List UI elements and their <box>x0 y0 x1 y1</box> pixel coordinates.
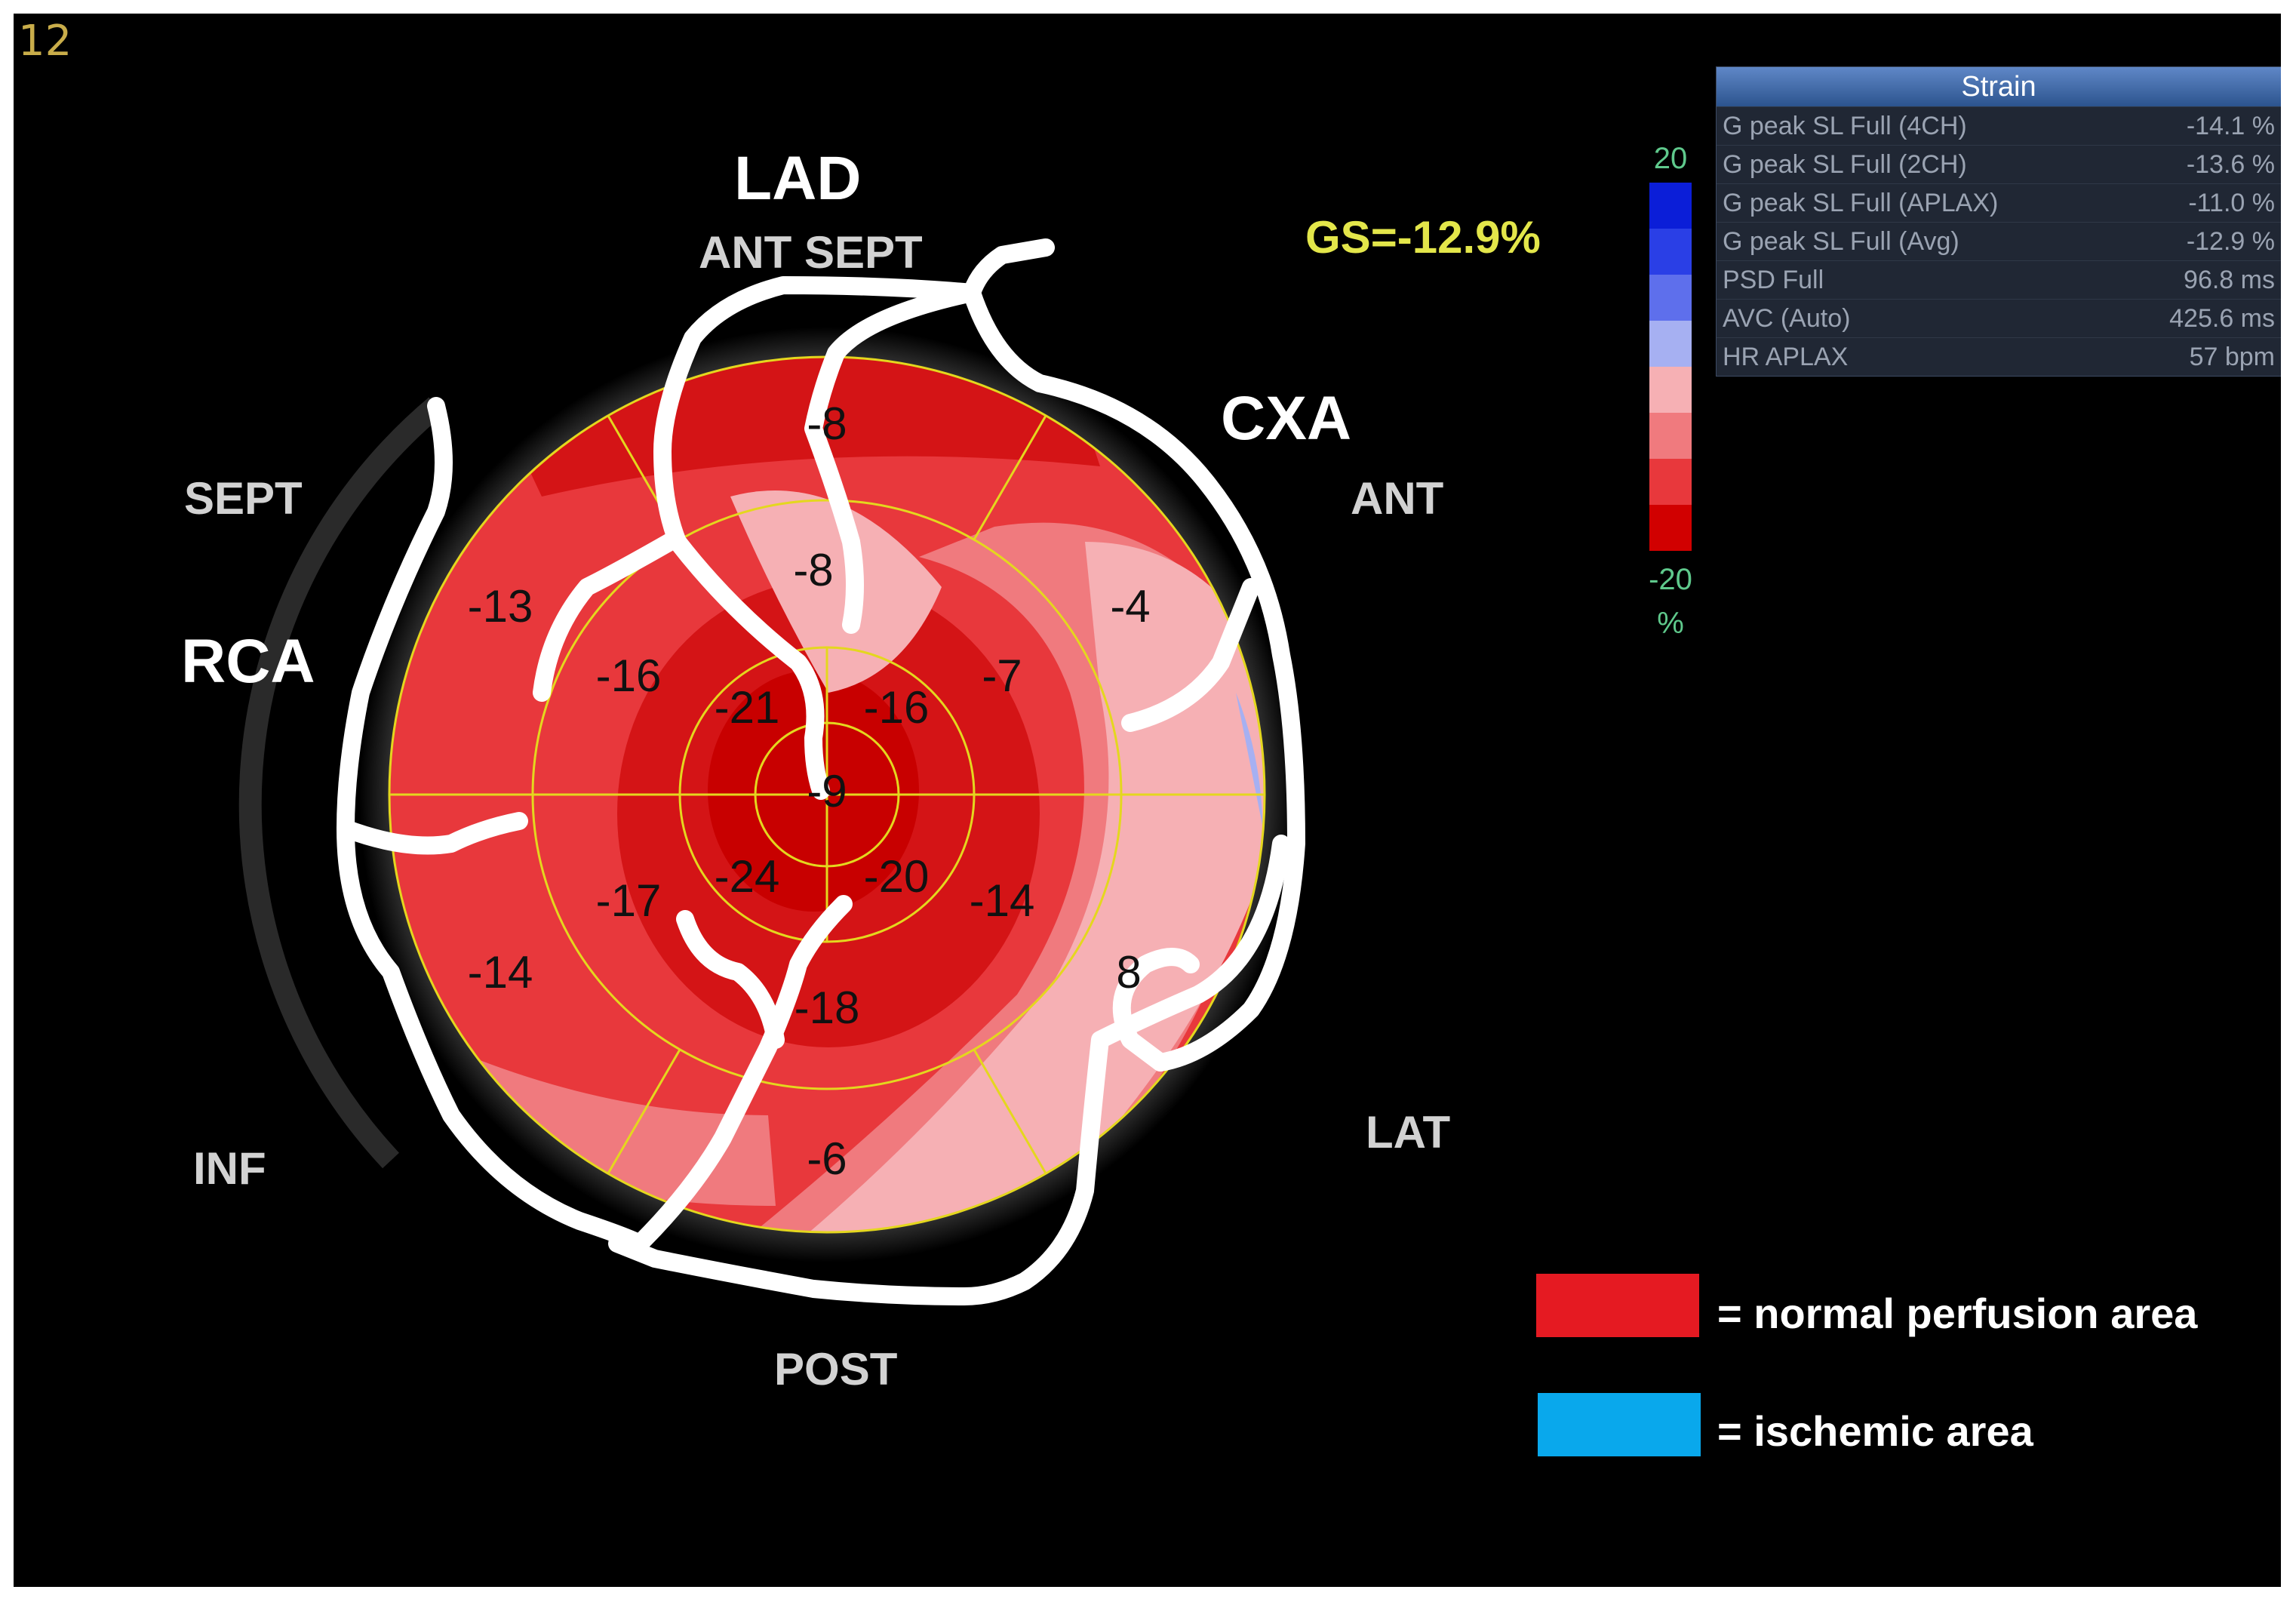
wall-label-sept: SEPT <box>184 473 303 524</box>
row-label: G peak SL Full (Avg) <box>1723 227 1959 256</box>
segment-value: -17 <box>596 875 662 926</box>
pda-branch <box>676 910 785 1049</box>
coronary-tracing <box>337 238 1305 1305</box>
lad-septal <box>533 533 679 702</box>
table-row: G peak SL Full (APLAX) -11.0 % <box>1717 183 2281 222</box>
artery-label-cxa: CXA <box>1221 384 1352 453</box>
row-value: 57 bpm <box>2189 343 2275 371</box>
pda-tracing <box>631 895 853 1253</box>
scale-unit-label: % <box>1657 607 1684 640</box>
row-label: G peak SL Full (APLAX) <box>1723 189 1999 217</box>
apex-value: -9 <box>807 766 847 816</box>
segment-value: -20 <box>864 851 930 902</box>
outer-ring-arc <box>238 397 444 1169</box>
row-value: 425.6 ms <box>2169 304 2275 333</box>
legend-swatch-normal <box>1536 1274 1699 1337</box>
row-value: -13.6 % <box>2186 150 2275 179</box>
lad-tracing <box>653 238 1055 800</box>
row-label: PSD Full <box>1723 266 1824 294</box>
color-scale-bar <box>1649 183 1692 551</box>
scale-step <box>1649 321 1692 367</box>
lad-diagonal <box>804 284 981 634</box>
wall-label-post: POST <box>774 1344 898 1394</box>
legend-swatch-ischemic <box>1538 1393 1701 1456</box>
segment-value: -6 <box>807 1133 847 1184</box>
wall-label-ant-sept: ANT SEPT <box>699 227 923 278</box>
segment-value: -13 <box>468 581 533 632</box>
segment-value: -21 <box>715 682 780 733</box>
segment-value: -16 <box>596 650 662 701</box>
bullseye-plot <box>238 238 1305 1305</box>
global-strain-label: GS=-12.9% <box>1305 212 1541 263</box>
scale-max-label: 20 <box>1653 142 1688 175</box>
wall-label-inf: INF <box>193 1143 266 1194</box>
artery-label-rca: RCA <box>181 627 315 696</box>
scale-step <box>1649 367 1692 413</box>
table-row: G peak SL Full (Avg) -12.9 % <box>1717 222 2281 260</box>
row-label: HR APLAX <box>1723 343 1849 371</box>
strain-table: Strain G peak SL Full (4CH) -14.1 % G pea… <box>1716 66 2281 377</box>
scale-step <box>1649 413 1692 459</box>
segment-value: -14 <box>970 875 1035 926</box>
scale-step <box>1649 229 1692 275</box>
row-value: 96.8 ms <box>2184 266 2275 294</box>
frame-number: 12 <box>18 17 72 66</box>
segment-value-layer: -8 -4 8 -6 -14 -13 -8 -7 -14 -18 -17 -16… <box>468 398 1151 1184</box>
table-row: HR APLAX 57 bpm <box>1717 337 2281 376</box>
strain-table-title: Strain <box>1717 67 2281 106</box>
table-row: AVC (Auto) 425.6 ms <box>1717 299 2281 337</box>
segment-value: -4 <box>1110 581 1150 632</box>
row-label: G peak SL Full (2CH) <box>1723 150 1967 179</box>
scale-step <box>1649 505 1692 551</box>
legend-label-ischemic: = ischemic area <box>1717 1407 2033 1455</box>
segment-value: -8 <box>807 398 847 449</box>
segment-value: -24 <box>715 851 780 902</box>
cxa-marginal <box>1121 578 1260 732</box>
segment-value: -7 <box>982 650 1022 701</box>
row-value: -14.1 % <box>2186 112 2275 140</box>
scale-min-label: -20 <box>1649 563 1692 596</box>
table-row: G peak SL Full (4CH) -14.1 % <box>1717 106 2281 145</box>
segment-value: 8 <box>1116 947 1141 998</box>
row-label: G peak SL Full (4CH) <box>1723 112 1967 140</box>
legend-label-normal: = normal perfusion area <box>1717 1290 2198 1337</box>
wall-label-ant: ANT <box>1351 473 1444 524</box>
scale-step <box>1649 275 1692 321</box>
table-row: G peak SL Full (2CH) -13.6 % <box>1717 145 2281 183</box>
row-label: AVC (Auto) <box>1723 304 1851 333</box>
rca-tracing <box>337 397 649 1253</box>
rca-branch <box>337 812 528 855</box>
segment-value: -16 <box>864 682 930 733</box>
segment-value: -18 <box>795 982 860 1033</box>
table-row: PSD Full 96.8 ms <box>1717 260 2281 299</box>
row-value: -11.0 % <box>2188 189 2275 217</box>
artery-label-lad: LAD <box>734 144 862 213</box>
row-value: -12.9 % <box>2186 227 2275 256</box>
scale-step <box>1649 183 1692 229</box>
wall-label-lat: LAT <box>1366 1107 1451 1158</box>
echo-strain-display: 12 LAD CXA RCA ANT SEPT ANT SEPT LAT INF… <box>14 14 2281 1587</box>
cxa-posterior <box>608 835 1290 1305</box>
scale-step <box>1649 459 1692 505</box>
segment-value: -14 <box>468 947 533 998</box>
segment-value: -8 <box>793 545 833 595</box>
